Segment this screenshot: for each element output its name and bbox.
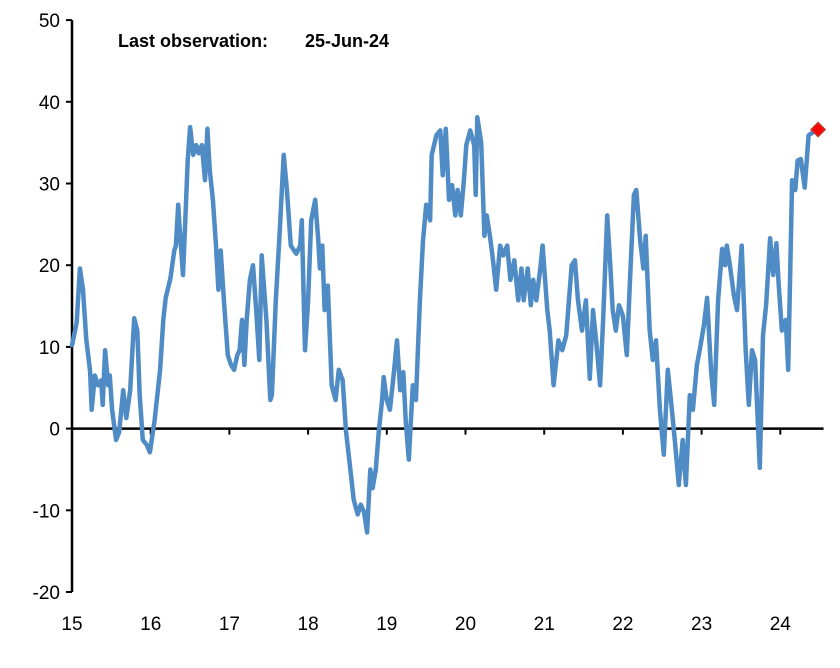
annotation-label: Last observation: [118, 31, 268, 51]
x-tick-label: 19 [376, 614, 397, 635]
x-tick-label: 20 [455, 614, 476, 635]
y-tick-label: 10 [39, 338, 60, 359]
series-line [69, 115, 821, 535]
x-tick-label: 24 [770, 614, 792, 635]
y-tick-label: 0 [49, 420, 60, 441]
y-tick-label: 20 [39, 256, 60, 277]
x-tick-label: 16 [140, 614, 161, 635]
x-tick-label: 15 [61, 614, 82, 635]
y-tick-label: -10 [33, 501, 60, 522]
annotation-date: 25-Jun-24 [305, 31, 389, 51]
y-tick-label: 50 [39, 11, 60, 32]
last-observation-marker [810, 121, 827, 138]
x-tick-label: 22 [612, 614, 633, 635]
y-axis: -20 -10 0 10 20 30 40 50 [33, 11, 74, 604]
x-tick-label: 17 [219, 614, 240, 635]
x-tick-label: 21 [534, 614, 555, 635]
x-axis: 15 16 17 18 19 20 21 22 23 24 [61, 427, 824, 635]
y-tick-label: 40 [39, 93, 60, 114]
y-tick-label: 30 [39, 175, 60, 196]
y-tick-label: -20 [33, 583, 60, 604]
x-tick-label: 23 [691, 614, 712, 635]
x-tick-label: 18 [298, 614, 319, 635]
